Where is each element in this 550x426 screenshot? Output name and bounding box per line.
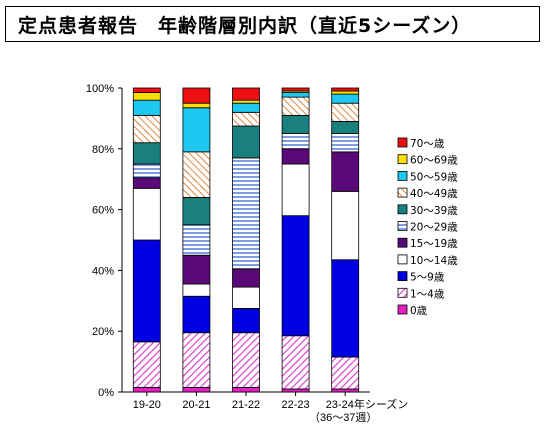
- legend-swatch: [397, 221, 408, 231]
- bar-segment: [132, 142, 161, 165]
- bar-segment: [281, 96, 310, 116]
- bar-segment: [132, 114, 161, 144]
- bar-segment: [182, 224, 211, 256]
- legend: 70～歳 60～69歳 50～59歳 40～49歳 30～39歳 20～29歳 15～19歳…: [397, 137, 458, 317]
- legend-swatch: [397, 237, 408, 248]
- bar-segment: [281, 114, 310, 135]
- bar-segment: [232, 268, 260, 288]
- legend-label: 70～歳: [410, 138, 445, 150]
- legend-swatch: [397, 271, 408, 282]
- x-tick-label: 21-22: [232, 399, 260, 411]
- bar-segment: [331, 102, 360, 122]
- bar-segment: [182, 254, 211, 285]
- bar-segment: [182, 102, 211, 109]
- y-tick-label: 60%: [92, 205, 114, 217]
- legend-label: 0歳: [410, 305, 428, 317]
- bar-segment: [182, 387, 211, 393]
- legend-label: 15～19歳: [410, 238, 458, 250]
- bar-segment: [281, 215, 310, 337]
- legend-label: 40～49歳: [410, 188, 458, 200]
- bar-segment: [182, 107, 211, 153]
- title-box: 定点患者報告 年齢階層別内訳（直近5シーズン）: [5, 6, 540, 42]
- bar-segment: [132, 341, 161, 388]
- bar-segment: [232, 286, 260, 309]
- bar-segment: [331, 388, 360, 393]
- bar-segment: [182, 332, 211, 388]
- legend-label: 50～59歳: [410, 171, 458, 183]
- bar-segment: [281, 133, 310, 150]
- bar-segment: [331, 190, 360, 261]
- x-tick-label: 23-24年シーズン: [326, 397, 409, 411]
- bar-segment: [132, 163, 161, 179]
- bar-segment: [232, 157, 260, 270]
- legend-label: 5～9歳: [410, 272, 445, 284]
- bar-segment: [232, 332, 260, 388]
- bar-segment: [331, 90, 360, 95]
- bar-segment: [232, 387, 260, 393]
- bar-segment: [331, 121, 360, 135]
- y-tick-label: 100%: [86, 83, 114, 95]
- chart-title: 定点患者報告 年齢階層別内訳（直近5シーズン）: [18, 15, 472, 37]
- legend-label: 1～4歳: [410, 288, 445, 300]
- legend-label: 20～29歳: [410, 222, 458, 234]
- x-tick-note: （36～37週）: [309, 411, 377, 424]
- bar-segment: [232, 125, 260, 159]
- y-tick-label: 0%: [98, 387, 114, 399]
- bar-segment: [182, 87, 211, 104]
- legend-swatch: [397, 170, 408, 181]
- bar-segment: [281, 335, 310, 390]
- y-tick-label: 20%: [92, 326, 114, 338]
- legend-swatch: [397, 187, 408, 198]
- bar-segment: [331, 259, 360, 358]
- bar-segment: [132, 387, 161, 393]
- bar-segment: [232, 87, 260, 101]
- x-tick-label: 22-23: [282, 399, 310, 411]
- bar-segment: [281, 388, 310, 393]
- legend-swatch: [397, 204, 408, 215]
- x-tick-label: 19-20: [133, 399, 161, 411]
- bar-segment: [331, 151, 360, 192]
- bar-segment: [331, 133, 360, 153]
- legend-swatch: [397, 137, 408, 148]
- legend-swatch: [397, 254, 408, 265]
- bar-segment: [232, 307, 260, 334]
- x-tick-label: 20-21: [182, 399, 210, 411]
- plot-area: 0% 20% 40% 60% 80% 100% 19-20 20-21 21-22 22-23 23…: [86, 83, 408, 424]
- legend-label: 10～14歳: [410, 255, 458, 267]
- bar-segment: [281, 163, 310, 217]
- bar-segment: [182, 151, 211, 198]
- legend-swatch: [397, 154, 408, 165]
- bar-segment: [331, 356, 360, 390]
- y-tick-label: 80%: [92, 144, 114, 156]
- bar-segment: [281, 87, 310, 92]
- bar-segment: [182, 197, 211, 226]
- bar-segment: [232, 102, 260, 113]
- bar-segment: [182, 283, 211, 297]
- bar-segment: [232, 99, 260, 104]
- legend-swatch: [397, 287, 408, 298]
- bar-segment: [132, 99, 161, 116]
- bar-segment: [132, 177, 161, 189]
- bar-segment: [132, 87, 161, 93]
- bar-segment: [232, 111, 260, 127]
- bar-segment: [281, 148, 310, 165]
- legend-label: 60～69歳: [410, 155, 458, 167]
- bar-segment: [281, 92, 310, 98]
- y-tick-label: 40%: [92, 265, 114, 277]
- bar-segment: [132, 187, 161, 241]
- legend-swatch: [397, 304, 408, 315]
- bar-segment: [331, 93, 360, 104]
- bar-segment: [132, 239, 161, 343]
- bar-segment: [331, 87, 360, 92]
- legend-label: 30～39歳: [410, 205, 458, 217]
- bar-segment: [132, 92, 161, 101]
- bar-segment: [182, 295, 211, 334]
